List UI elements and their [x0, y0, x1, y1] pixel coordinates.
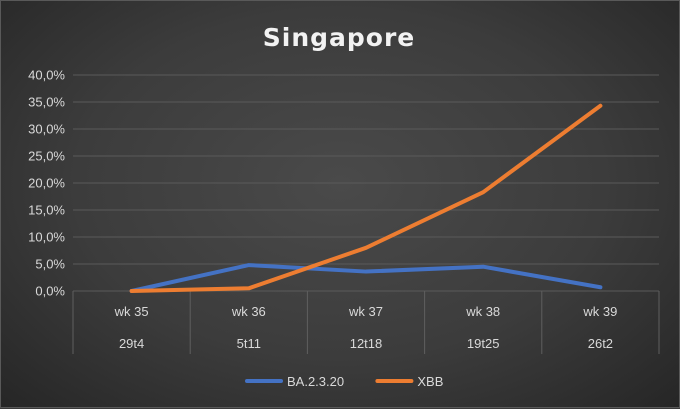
x-subtick-label: 26t2: [588, 336, 613, 351]
series-line-0: [129, 263, 603, 293]
x-subtick-label: 12t18: [350, 336, 383, 351]
y-tick-label: 20,0%: [28, 176, 65, 191]
x-tick-label: wk 36: [231, 304, 266, 319]
y-tick-label: 0,0%: [35, 284, 65, 299]
y-tick-label: 25,0%: [28, 149, 65, 164]
y-tick-label: 35,0%: [28, 95, 65, 110]
chart-title: Singapore: [263, 23, 416, 52]
y-tick-label: 40,0%: [28, 68, 65, 83]
x-subtick-label: 19t25: [467, 336, 500, 351]
x-axis: wk 35 29t4 wk 36 5t11 wk 37 12t18 wk 38 19t25 wk…: [72, 291, 660, 354]
y-tick-label: 30,0%: [28, 122, 65, 137]
x-tick-label: wk 37: [348, 304, 383, 319]
gridlines: [73, 74, 659, 292]
y-tick-label: 10,0%: [28, 230, 65, 245]
x-tick-label: wk 38: [465, 304, 500, 319]
x-tick-label: wk 39: [582, 304, 617, 319]
x-subtick-label: 29t4: [119, 336, 144, 351]
y-tick-label: 15,0%: [28, 203, 65, 218]
y-axis-ticks: 0,0% 5,0% 10,0% 15,0% 20,0% 25,0% 30,0% 35,0% 40…: [28, 68, 65, 299]
y-tick-label: 5,0%: [35, 257, 65, 272]
series-line-1: [129, 103, 603, 293]
x-subtick-label: 5t11: [237, 336, 261, 351]
legend-label: XBB: [417, 374, 443, 389]
x-tick-label: wk 35: [114, 304, 149, 319]
legend-label: BA.2.3.20: [287, 374, 344, 389]
legend: BA.2.3.20 XBB: [245, 374, 443, 389]
series-lines: [129, 103, 603, 293]
